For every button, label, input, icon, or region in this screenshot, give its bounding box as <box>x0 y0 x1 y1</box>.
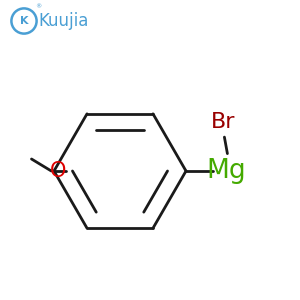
Text: Kuujia: Kuujia <box>38 12 89 30</box>
Text: ®: ® <box>35 4 41 9</box>
Text: O: O <box>50 161 67 181</box>
Text: K: K <box>20 16 28 26</box>
Text: Mg: Mg <box>207 158 246 184</box>
Text: Br: Br <box>211 112 236 131</box>
